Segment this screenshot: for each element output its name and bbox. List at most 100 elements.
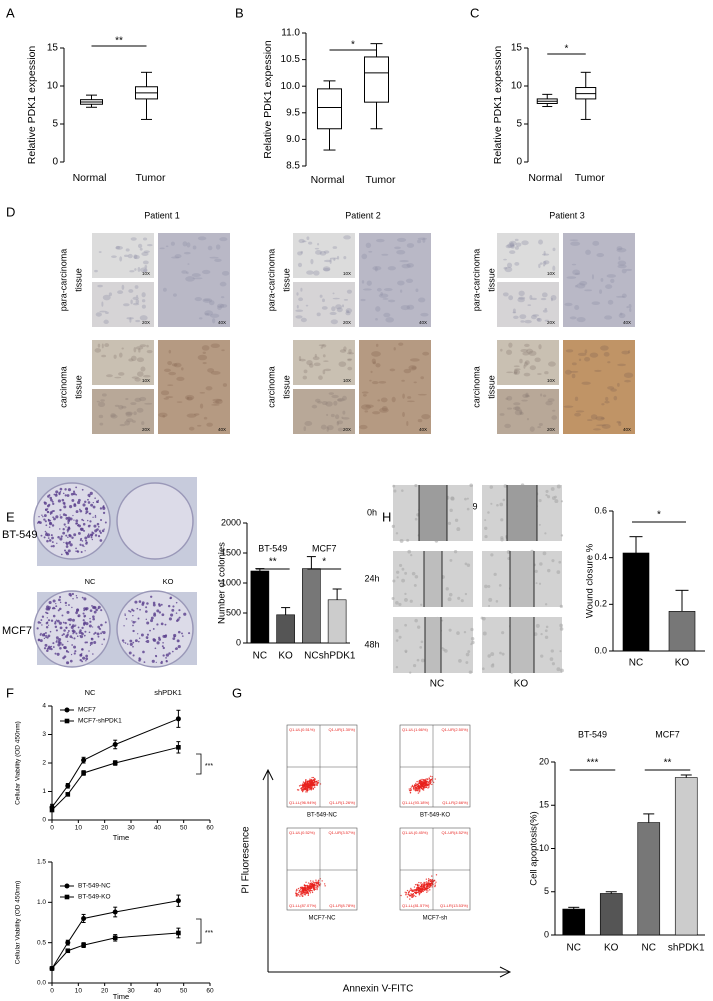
colony-dot — [81, 544, 84, 547]
colony-dot — [51, 510, 54, 513]
colony-dot — [100, 623, 103, 627]
texture — [322, 369, 326, 375]
colony-dot — [146, 621, 150, 625]
cell — [392, 579, 396, 583]
cell — [488, 597, 493, 602]
texture — [144, 402, 153, 405]
texture — [574, 272, 581, 275]
cell — [456, 527, 461, 532]
texture — [523, 364, 526, 369]
cell — [484, 526, 488, 530]
event — [309, 892, 312, 894]
row-label: tissue — [73, 375, 83, 399]
colony-dot — [77, 626, 80, 629]
texture — [209, 256, 219, 259]
colony-dot — [66, 610, 70, 614]
colony-dot — [54, 493, 58, 497]
cell — [554, 495, 557, 499]
texture — [185, 394, 195, 401]
texture — [545, 400, 553, 406]
texture — [336, 421, 340, 426]
event — [304, 785, 307, 788]
colony-dot — [46, 508, 49, 510]
colony-dot — [137, 640, 140, 643]
colony-dot — [177, 630, 181, 634]
texture — [212, 401, 220, 404]
texture — [329, 311, 337, 316]
colony-dot — [84, 536, 88, 540]
colony-dot — [52, 606, 56, 610]
colony-dot — [70, 625, 74, 629]
texture — [569, 239, 579, 241]
event — [306, 886, 309, 889]
micrograph — [359, 340, 431, 434]
texture — [134, 268, 137, 271]
texture — [94, 269, 98, 273]
flow-plot — [286, 724, 358, 808]
texture — [300, 250, 304, 254]
colony-dot — [54, 620, 57, 623]
texture — [379, 407, 389, 413]
texture — [370, 370, 373, 374]
colony-dot — [83, 616, 85, 618]
cell — [464, 592, 468, 596]
event — [430, 879, 433, 881]
event — [309, 787, 311, 789]
bar — [599, 893, 623, 936]
colony-dot — [73, 503, 77, 508]
colony-dot — [85, 659, 87, 662]
texture — [110, 414, 118, 419]
event — [417, 785, 420, 787]
cell — [560, 500, 564, 503]
quadrant-label: Q1-UR(2.50%) — [442, 727, 469, 732]
event — [416, 786, 418, 789]
event — [421, 787, 423, 790]
x-tick-label: NC — [304, 651, 318, 662]
texture — [192, 277, 203, 280]
magnification: 20X — [343, 427, 351, 432]
series-line — [51, 746, 179, 811]
texture — [591, 301, 601, 305]
texture — [143, 269, 148, 273]
texture — [361, 391, 369, 394]
event — [296, 789, 299, 791]
colony-dot — [59, 626, 63, 630]
cell — [470, 627, 474, 632]
colony-dot — [60, 535, 63, 538]
colony-dot — [161, 613, 165, 617]
texture — [119, 256, 123, 262]
event — [304, 894, 307, 896]
texture — [396, 249, 406, 255]
cell — [489, 485, 494, 489]
event — [315, 879, 317, 881]
y-tick-label: 10.0 — [281, 81, 301, 92]
colony-dot — [161, 645, 164, 648]
texture — [209, 300, 215, 306]
cell — [538, 582, 542, 585]
cell — [534, 569, 538, 573]
colony-dot — [162, 641, 164, 644]
texture — [509, 250, 516, 255]
texture — [411, 366, 417, 370]
colony-dot — [168, 652, 171, 655]
magnification: 10X — [343, 378, 351, 383]
wound-gap — [424, 551, 442, 607]
texture — [315, 250, 322, 255]
significance: * — [351, 40, 355, 51]
event — [298, 785, 301, 787]
colony-dot — [75, 519, 79, 523]
panel-label: D — [6, 204, 15, 219]
colony-dot — [48, 526, 51, 528]
texture — [132, 420, 136, 423]
colony-dot — [158, 603, 161, 606]
texture — [371, 351, 381, 357]
colony-dot — [68, 623, 71, 626]
texture — [332, 297, 340, 300]
texture — [101, 301, 104, 307]
x-tick-label: 20 — [101, 988, 109, 995]
texture — [607, 299, 614, 305]
colony-dot — [94, 534, 98, 537]
texture — [337, 398, 345, 402]
texture — [322, 266, 331, 272]
texture — [186, 413, 197, 418]
